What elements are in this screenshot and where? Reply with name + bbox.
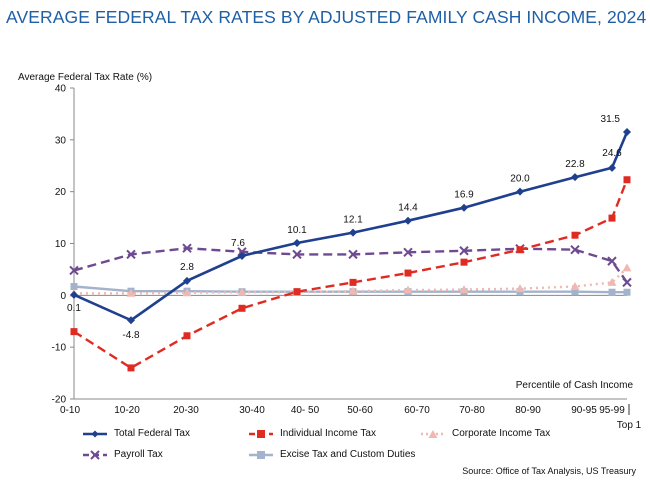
data-label: 31.5 — [601, 114, 621, 125]
data-point — [622, 277, 632, 288]
data-point — [238, 251, 246, 260]
data-point — [459, 246, 469, 256]
x-tick-label: 80-90 — [515, 405, 541, 416]
data-label: 10.1 — [287, 225, 307, 236]
x-axis-label: Percentile of Cash Income — [515, 380, 633, 391]
data-point — [515, 284, 525, 293]
data-label: 12.1 — [343, 215, 363, 226]
data-point — [404, 269, 412, 277]
data-point — [293, 288, 301, 296]
data-point — [623, 128, 631, 137]
y-tick-label: 20 — [55, 187, 67, 198]
data-point — [623, 288, 631, 296]
data-point — [237, 287, 247, 296]
y-tick-label: -10 — [52, 343, 67, 354]
data-point — [608, 163, 616, 172]
data-point — [127, 364, 135, 372]
series-line-1 — [73, 179, 629, 370]
y-axis-label: Average Federal Tax Rate (%) — [18, 72, 153, 83]
x-tick-label: 60-70 — [404, 405, 430, 416]
data-label: 22.8 — [565, 159, 585, 170]
y-tick-label: 0 — [60, 291, 66, 302]
data-point — [126, 288, 136, 297]
data-point — [571, 231, 579, 239]
data-label: 14.4 — [398, 203, 418, 214]
x-tick-label: 90-95 — [571, 405, 597, 416]
data-point — [70, 290, 78, 299]
data-point — [459, 285, 469, 294]
data-point — [571, 288, 579, 296]
x-tick-label: Top 1 — [617, 420, 642, 431]
data-point — [348, 286, 358, 295]
data-point — [292, 249, 302, 260]
data-label: 7.6 — [231, 238, 245, 249]
data-point — [571, 173, 579, 182]
x-tick-label: 10-20 — [114, 405, 140, 416]
data-point — [182, 288, 192, 297]
data-point — [570, 282, 580, 291]
data-point — [460, 258, 468, 266]
x-tick-label: 95-99 — [599, 405, 625, 416]
y-tick-label: 10 — [55, 239, 67, 250]
x-tick-label: 50-60 — [347, 405, 373, 416]
x-tick-label: 40- 50 — [291, 405, 320, 416]
data-point — [69, 265, 79, 276]
series-line-0 — [73, 131, 629, 322]
x-tick-label: 70-80 — [459, 405, 485, 416]
x-tick-label: 30-40 — [239, 405, 265, 416]
data-label: 24.6 — [602, 148, 622, 159]
data-point — [516, 246, 524, 254]
data-point — [348, 249, 358, 260]
data-label: 20.0 — [510, 174, 530, 185]
y-tick-label: 40 — [55, 84, 67, 95]
data-point — [126, 249, 136, 260]
data-point — [623, 176, 631, 184]
data-point — [570, 245, 580, 255]
data-point — [460, 203, 468, 212]
series-line-3 — [73, 246, 628, 284]
data-point — [608, 288, 616, 296]
data-point — [403, 285, 413, 294]
data-label: 16.9 — [454, 190, 474, 201]
series-line-2 — [74, 267, 628, 295]
data-point — [183, 276, 191, 285]
source-note: Source: Office of Tax Analysis, US Treas… — [462, 466, 636, 476]
data-point — [349, 278, 357, 286]
y-tick-label: -20 — [52, 395, 67, 406]
x-tick-label: 20-30 — [173, 405, 199, 416]
chart-title: AVERAGE FEDERAL TAX RATES BY ADJUSTED FA… — [6, 7, 647, 27]
y-tick-label: 30 — [55, 135, 67, 146]
data-point — [608, 214, 616, 222]
data-point — [516, 187, 524, 196]
data-label: -4.8 — [122, 330, 140, 341]
data-point — [403, 247, 413, 258]
data-point — [183, 332, 191, 340]
data-point — [404, 216, 412, 225]
x-tick-label: 0-10 — [60, 405, 80, 416]
data-point — [182, 243, 192, 253]
data-point — [607, 277, 617, 286]
data-label: 0.1 — [67, 303, 81, 314]
data-point — [607, 256, 617, 266]
data-point — [70, 283, 78, 291]
data-point — [238, 304, 246, 312]
data-point — [127, 316, 135, 325]
data-point — [622, 263, 632, 272]
data-label: 2.8 — [180, 262, 194, 273]
data-point — [349, 228, 357, 237]
data-point — [293, 238, 301, 247]
data-point — [70, 328, 78, 336]
